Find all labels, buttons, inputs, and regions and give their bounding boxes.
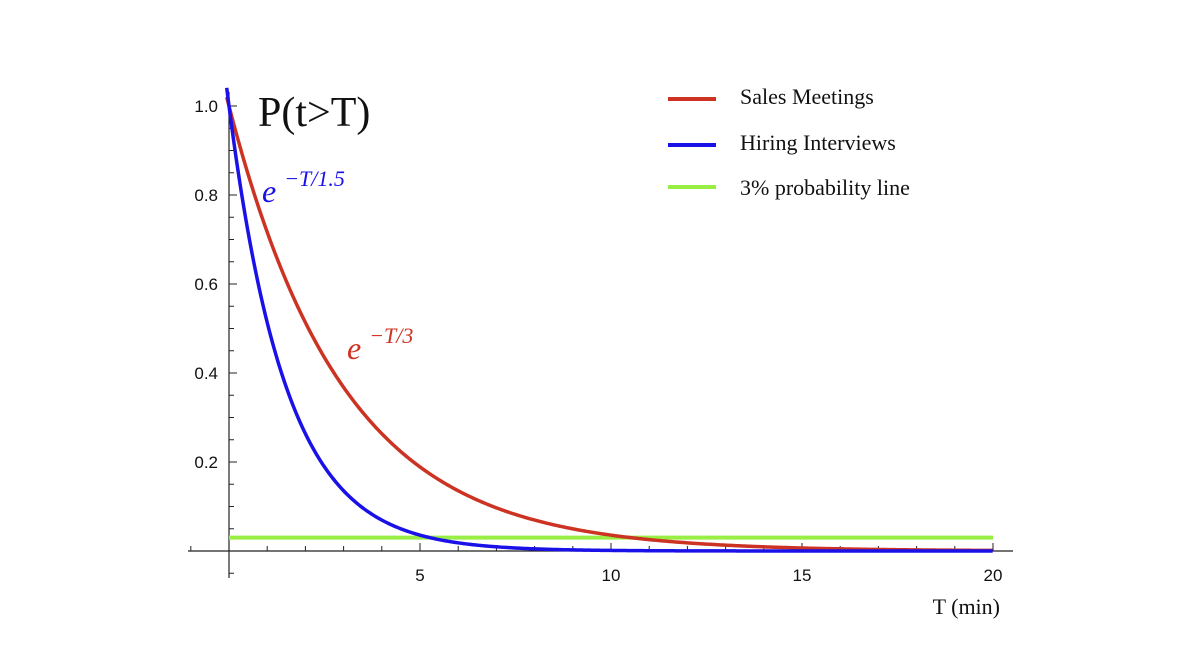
x-tick-label: 10 <box>602 566 621 585</box>
series-line-hiring-interviews <box>224 87 993 553</box>
legend-label-hiring: Hiring Interviews <box>740 130 896 155</box>
legend-label-threshold: 3% probability line <box>740 175 910 200</box>
formula-label-sales: e −T/3 <box>347 323 413 366</box>
formula-sales-exponent: −T/3 <box>369 323 413 348</box>
x-tick-label: 15 <box>793 566 812 585</box>
x-axis-label: T (min) <box>933 594 1000 619</box>
y-tick-label: 0.6 <box>194 275 218 294</box>
formula-hiring-exponent: −T/1.5 <box>284 166 345 191</box>
series-layer <box>224 87 993 553</box>
legend: Sales Meetings Hiring Interviews 3% prob… <box>668 84 910 200</box>
formula-hiring-base: e <box>262 173 276 209</box>
formula-label-hiring: e −T/1.5 <box>262 166 345 209</box>
formula-sales-base: e <box>347 330 361 366</box>
y-tick-label: 0.4 <box>194 364 218 383</box>
y-tick-label: 0.2 <box>194 453 218 472</box>
x-tick-label: 5 <box>415 566 424 585</box>
x-tick-label: 20 <box>984 566 1003 585</box>
y-tick-label: 0.8 <box>194 186 218 205</box>
chart-title: P(t>T) <box>258 90 370 136</box>
legend-label-sales: Sales Meetings <box>740 84 874 109</box>
y-tick-label: 1.0 <box>194 97 218 116</box>
